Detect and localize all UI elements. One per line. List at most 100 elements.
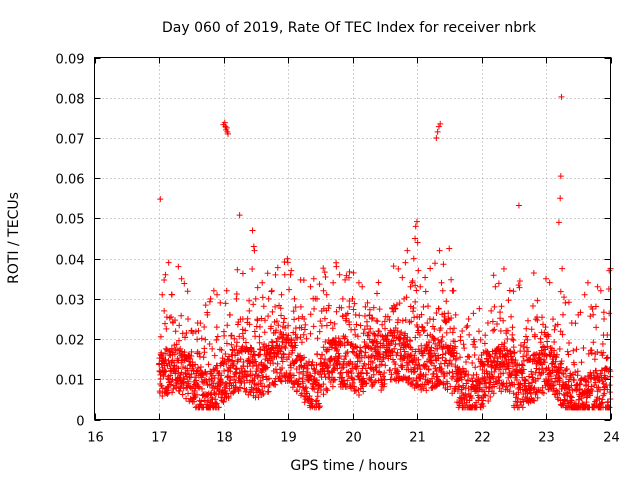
data-point (207, 391, 214, 398)
data-point (167, 372, 174, 379)
data-point (171, 351, 178, 358)
data-point (233, 290, 240, 297)
data-point (284, 255, 291, 262)
data-point (508, 313, 515, 320)
data-point (162, 350, 169, 357)
grid-layer (94, 57, 612, 421)
data-point (372, 364, 379, 371)
data-point (558, 358, 565, 365)
data-point (355, 279, 362, 286)
data-point (514, 395, 521, 402)
data-point (257, 380, 264, 387)
data-point (341, 356, 348, 363)
data-point (590, 339, 597, 346)
data-point (472, 364, 479, 371)
data-point (417, 283, 424, 290)
data-point (528, 371, 535, 378)
data-point (539, 384, 546, 391)
data-point (262, 365, 269, 372)
data-point (265, 295, 272, 302)
data-point (387, 367, 394, 374)
data-point (261, 317, 268, 324)
data-point (516, 284, 523, 291)
data-point (576, 385, 583, 392)
data-point (426, 339, 433, 346)
data-point (606, 389, 613, 396)
data-point (500, 265, 507, 272)
data-point (365, 332, 372, 339)
data-point (378, 387, 385, 394)
data-point (448, 361, 455, 368)
data-point (413, 287, 420, 294)
data-point (555, 219, 562, 226)
data-point (369, 359, 376, 366)
data-point (585, 379, 592, 386)
data-point (420, 385, 427, 392)
data-point (431, 335, 438, 342)
data-point (340, 364, 347, 371)
data-point (604, 386, 611, 393)
data-point (574, 368, 581, 375)
data-point (181, 280, 188, 287)
data-point (415, 267, 422, 274)
data-point (211, 390, 218, 397)
data-point (414, 239, 421, 246)
data-point (581, 291, 588, 298)
data-point (226, 356, 233, 363)
data-point (534, 394, 541, 401)
data-point (251, 375, 258, 382)
data-point (226, 312, 233, 319)
data-point (494, 358, 501, 365)
data-point (251, 247, 258, 254)
data-point (322, 273, 329, 280)
data-point (573, 346, 580, 353)
data-point (287, 371, 294, 378)
data-point (277, 377, 284, 384)
data-point (228, 332, 235, 339)
data-point (519, 362, 526, 369)
data-point (446, 360, 453, 367)
data-point (343, 350, 350, 357)
data-point (457, 354, 464, 361)
data-point (298, 339, 305, 346)
data-point (482, 332, 489, 339)
data-point (475, 328, 482, 335)
data-point (450, 373, 457, 380)
data-point (490, 272, 497, 279)
data-point (412, 298, 419, 305)
data-point (471, 351, 478, 358)
data-point (544, 380, 551, 387)
data-point (221, 119, 228, 126)
data-point (307, 330, 314, 337)
data-point (391, 345, 398, 352)
data-point (551, 363, 558, 370)
data-point (198, 335, 205, 342)
data-point (303, 365, 310, 372)
data-point (435, 352, 442, 359)
data-point (345, 339, 352, 346)
data-point (395, 316, 402, 323)
data-point (510, 337, 517, 344)
data-point (270, 360, 277, 367)
data-point (571, 377, 578, 384)
x-tick-label: 18 (216, 431, 233, 446)
data-point (264, 270, 271, 277)
data-point (549, 382, 556, 389)
data-point (344, 310, 351, 317)
data-point (434, 373, 441, 380)
data-point (346, 298, 353, 305)
data-point (361, 326, 368, 333)
data-point (273, 318, 280, 325)
data-point (391, 329, 398, 336)
data-point (451, 338, 458, 345)
x-tick-label: 16 (87, 431, 104, 446)
data-point (179, 391, 186, 398)
data-point (515, 282, 522, 289)
data-point (255, 372, 262, 379)
data-point (188, 370, 195, 377)
data-point (169, 389, 176, 396)
data-point (428, 357, 435, 364)
data-point (545, 364, 552, 371)
data-point (214, 333, 221, 340)
data-point (444, 380, 451, 387)
